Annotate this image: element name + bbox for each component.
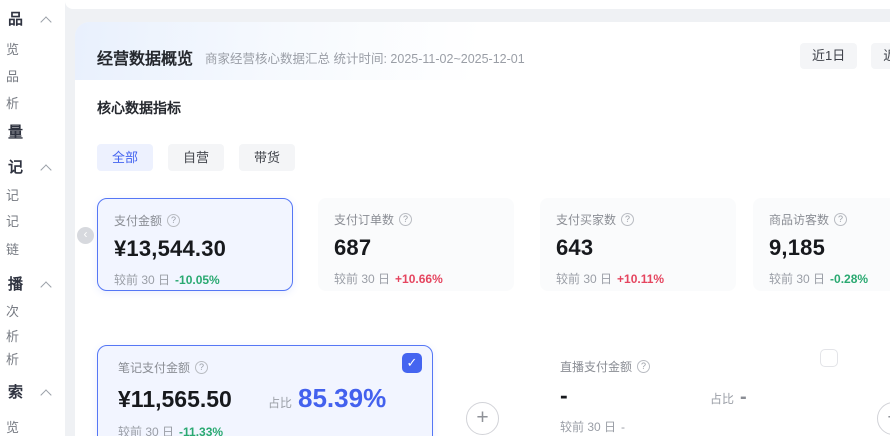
help-icon[interactable]	[167, 214, 181, 227]
range-7day-button[interactable]: 近7日	[871, 43, 890, 69]
sidebar-item[interactable]: 品	[6, 69, 20, 84]
metric-label: 支付订单数	[334, 213, 395, 227]
chevron-up-icon	[40, 164, 52, 176]
channel-label: 笔记支付金额	[118, 361, 191, 375]
share-value: 85.39%	[298, 383, 387, 413]
delta-value: +10.11%	[617, 272, 665, 286]
chevron-up-icon	[40, 389, 52, 401]
page-title: 经营数据概览	[97, 51, 194, 68]
metric-card-order-count[interactable]: 支付订单数 687 较前 30 日 +10.66%	[318, 198, 514, 291]
sidebar-item-category[interactable]: 索	[0, 383, 65, 403]
page-subtitle: 商家经营核心数据汇总 统计时间: 2025-11-02~2025-12-01	[205, 51, 525, 66]
metric-label: 支付金额	[114, 214, 163, 228]
add-metric-button[interactable]	[877, 402, 890, 435]
sidebar-item-category[interactable]: 记	[0, 158, 65, 178]
checkbox-unchecked-icon[interactable]	[820, 349, 838, 367]
metric-card-product-visitors[interactable]: 商品访客数 9,185 较前 30 日 -0.28%	[753, 198, 890, 291]
help-icon[interactable]	[834, 213, 848, 226]
help-icon[interactable]	[621, 213, 635, 226]
metric-value: 643	[556, 235, 594, 260]
sidebar-item[interactable]: 次	[6, 304, 20, 319]
channel-card-note-payment[interactable]: 笔记支付金额 ¥11,565.50 占比 85.39% 较前 30 日 -11.3…	[97, 345, 433, 436]
range-1day-button[interactable]: 近1日	[800, 43, 858, 69]
scope-tabs: 全部 自营 带货	[97, 144, 296, 171]
main-panel: 经营数据概览 商家经营核心数据汇总 统计时间: 2025-11-02~2025-…	[75, 22, 890, 436]
share-label: 占比	[268, 396, 293, 410]
help-icon[interactable]	[637, 360, 651, 373]
metric-card-buyer-count[interactable]: 支付买家数 643 较前 30 日 +10.11%	[540, 198, 736, 291]
tab-affiliate[interactable]: 带货	[239, 144, 296, 171]
sidebar-item-category[interactable]: 品	[0, 10, 65, 30]
panel-header: 经营数据概览 商家经营核心数据汇总 统计时间: 2025-11-02~2025-…	[97, 45, 525, 69]
help-icon[interactable]	[195, 361, 209, 374]
tab-self-operated[interactable]: 自营	[168, 144, 225, 171]
sidebar-item-category[interactable]: 量	[8, 124, 24, 141]
sidebar-item[interactable]: 览	[6, 420, 20, 435]
sidebar-item[interactable]: 链	[6, 242, 20, 257]
sidebar-item[interactable]: 析	[6, 329, 20, 344]
upper-panel-edge	[65, 0, 890, 9]
delta-value: -	[621, 420, 626, 434]
share-label: 占比	[710, 392, 735, 406]
checkbox-checked-icon[interactable]	[402, 353, 422, 373]
delta-value: -0.28%	[830, 272, 869, 286]
share-value: -	[740, 386, 747, 408]
help-icon[interactable]	[399, 213, 413, 226]
sidebar-item-category[interactable]: 播	[0, 275, 65, 295]
compare-label: 较前 30 日	[334, 272, 391, 286]
compare-label: 较前 30 日	[114, 273, 171, 287]
compare-label: 较前 30 日	[556, 272, 613, 286]
sidebar-item[interactable]: 析	[6, 352, 20, 367]
delta-value: -10.05%	[175, 273, 220, 287]
channel-value: ¥11,565.50	[118, 386, 232, 412]
compare-label: 较前 30 日	[560, 420, 617, 434]
sidebar-item[interactable]: 析	[6, 96, 20, 111]
compare-label: 较前 30 日	[769, 272, 826, 286]
metric-label: 商品访客数	[769, 213, 830, 227]
sidebar-item[interactable]: 览	[6, 42, 20, 57]
delta-value: -11.33%	[179, 425, 224, 436]
channel-label: 直播支付金额	[560, 360, 633, 374]
channel-value: -	[560, 382, 568, 408]
metric-value: 687	[334, 235, 372, 260]
metric-label: 支付买家数	[556, 213, 617, 227]
chevron-up-icon	[40, 281, 52, 293]
sidebar-collapse-button[interactable]	[77, 227, 94, 244]
chevron-up-icon	[40, 16, 52, 28]
tab-all[interactable]: 全部	[97, 144, 154, 171]
metric-card-payment-amount[interactable]: 支付金额 ¥13,544.30 较前 30 日 -10.05%	[97, 198, 293, 291]
metric-value: 9,185	[769, 235, 826, 260]
sidebar-item[interactable]: 记	[6, 214, 20, 229]
sidebar-item[interactable]: 记	[6, 188, 20, 203]
compare-label: 较前 30 日	[118, 425, 175, 436]
add-metric-button[interactable]	[466, 402, 499, 435]
section-title: 核心数据指标	[97, 100, 181, 116]
date-range-buttons: 近1日 近7日	[800, 43, 890, 69]
channel-card-live-payment[interactable]: 直播支付金额 - 占比 - 较前 30 日-	[540, 345, 858, 436]
metric-value: ¥13,544.30	[114, 236, 227, 261]
sidebar: 品 览 品 析 量 记 记 记 链 播 次 析 析 索 览	[0, 0, 65, 436]
delta-value: +10.66%	[395, 272, 443, 286]
